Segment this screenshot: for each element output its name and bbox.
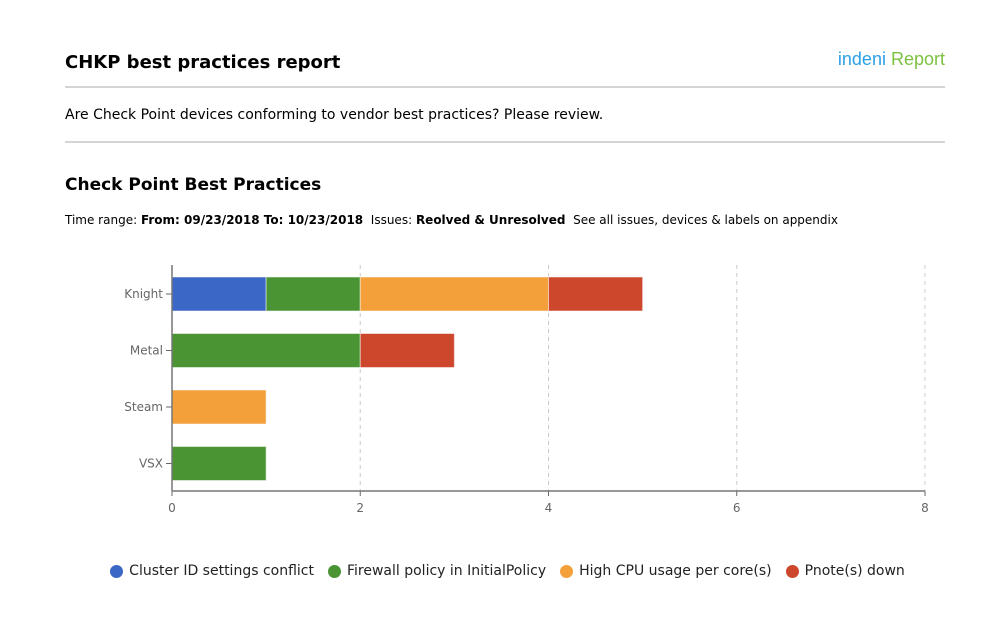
chart-legend: Cluster ID settings conflict Firewall pol… [0, 563, 995, 579]
legend-label: Firewall policy in InitialPolicy [346, 563, 547, 579]
bar-segment [171, 389, 267, 425]
legend-item[interactable]: Cluster ID settings conflict [110, 563, 314, 579]
bar-segment [171, 276, 267, 312]
bar-segment [359, 276, 549, 312]
legend-swatch-icon [785, 564, 799, 578]
legend-item[interactable]: Pnote(s) down [785, 563, 905, 579]
divider [65, 141, 945, 143]
legend-item[interactable]: High CPU usage per core(s) [560, 563, 772, 579]
y-tick-label: Steam [124, 400, 163, 414]
x-tick-label: 4 [545, 501, 553, 515]
report-meta: Time range: From: 09/23/2018 To: 10/23/2… [65, 213, 838, 227]
legend-label: High CPU usage per core(s) [579, 563, 772, 579]
legend-swatch-icon [327, 564, 341, 578]
indeni-logo: indeni Report [837, 49, 945, 69]
y-tick-label: Metal [130, 344, 163, 358]
bar-segment [171, 333, 361, 368]
legend-label: Pnote(s) down [804, 563, 905, 579]
bar-segment [265, 276, 361, 312]
divider [65, 86, 945, 88]
report-description: Are Check Point devices conforming to ve… [65, 107, 604, 123]
bar-segment [171, 446, 267, 481]
y-tick-label: Knight [124, 287, 163, 301]
report-title: CHKP best practices report [65, 52, 341, 73]
bar-segment [548, 276, 644, 312]
x-tick-label: 0 [168, 501, 176, 515]
legend-label: Cluster ID settings conflict [129, 563, 314, 579]
bar-segment [359, 333, 455, 368]
legend-swatch-icon [560, 564, 574, 578]
x-tick-label: 8 [921, 501, 929, 515]
x-tick-label: 2 [356, 501, 364, 515]
y-tick-label: VSX [139, 457, 163, 471]
section-title: Check Point Best Practices [65, 175, 322, 195]
legend-item[interactable]: Firewall policy in InitialPolicy [327, 563, 547, 579]
legend-swatch-icon [110, 564, 124, 578]
x-tick-label: 6 [733, 501, 741, 515]
